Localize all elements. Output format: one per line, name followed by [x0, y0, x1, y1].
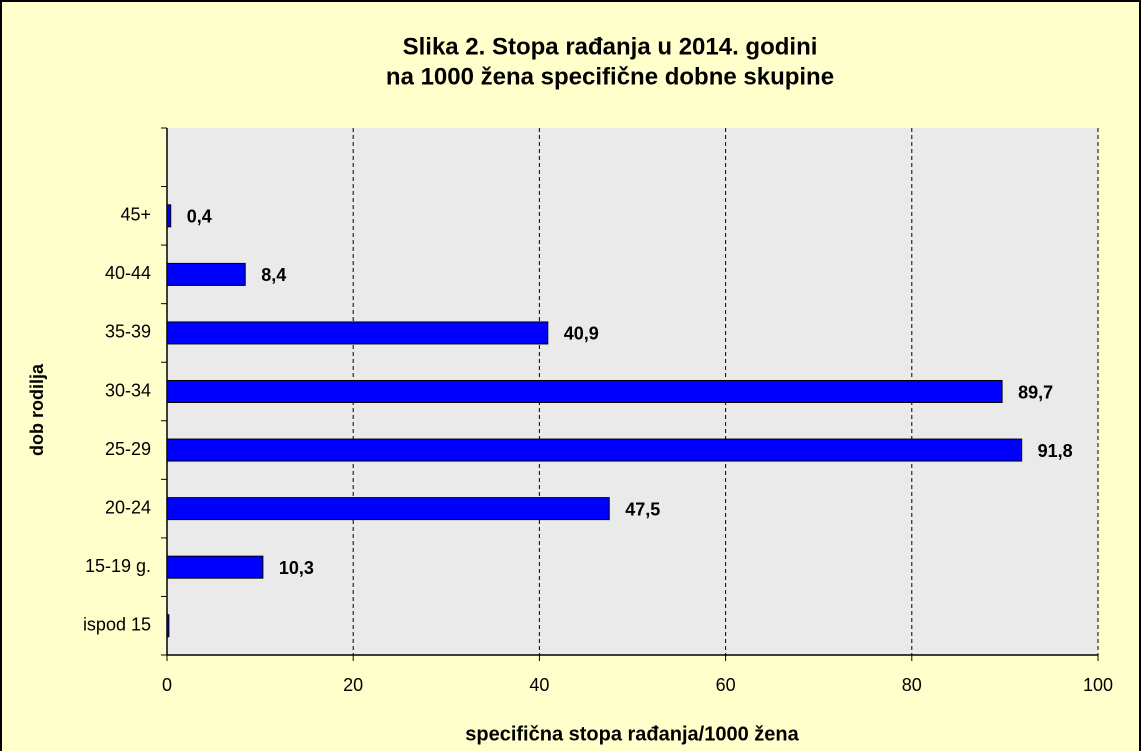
- bar: [166, 321, 549, 345]
- chart-title: Slika 2. Stopa rađanja u 2014. godini: [403, 33, 818, 60]
- x-tick-label: 60: [716, 675, 736, 695]
- bar: [166, 614, 170, 638]
- data-label: 0,4: [187, 207, 212, 227]
- data-label: 91,8: [1038, 441, 1073, 461]
- bar: [166, 380, 1003, 403]
- data-label: 8,4: [261, 265, 286, 285]
- y-tick-label: ispod 15: [83, 614, 151, 634]
- x-tick-label: 40: [529, 675, 549, 695]
- x-tick-label: 100: [1083, 675, 1113, 695]
- y-tick-label: 35-39: [105, 322, 151, 342]
- data-label: 89,7: [1018, 382, 1053, 402]
- x-tick-label: 20: [343, 675, 363, 695]
- bar: [166, 438, 1023, 462]
- y-tick-label: 40-44: [105, 263, 151, 283]
- bar: [166, 262, 246, 286]
- data-label: 10,3: [279, 558, 314, 578]
- chart-title: na 1000 žena specifične dobne skupine: [386, 63, 834, 90]
- x-tick-label: 80: [902, 675, 922, 695]
- bar: [166, 555, 264, 579]
- y-tick-label: 30-34: [105, 380, 151, 400]
- data-label: 47,5: [625, 499, 660, 519]
- bar: [166, 497, 610, 521]
- data-label: 40,9: [564, 324, 599, 344]
- y-axis-title: dob rodilja: [27, 363, 47, 456]
- y-tick-label: 20-24: [105, 497, 151, 517]
- bar: [166, 204, 172, 228]
- x-tick-label: 0: [162, 675, 172, 695]
- y-tick-label: 25-29: [105, 439, 151, 459]
- y-tick-label: 15-19 g.: [85, 556, 151, 576]
- x-axis-title: specifična stopa rađanja/1000 žena: [465, 723, 799, 745]
- y-tick-label: 45+: [120, 205, 151, 225]
